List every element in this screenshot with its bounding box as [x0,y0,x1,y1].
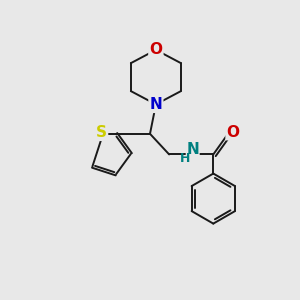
Text: H: H [180,152,190,165]
Text: S: S [96,125,107,140]
Text: N: N [186,142,199,157]
Text: O: O [149,42,162,57]
Text: O: O [226,125,239,140]
Text: N: N [149,97,162,112]
